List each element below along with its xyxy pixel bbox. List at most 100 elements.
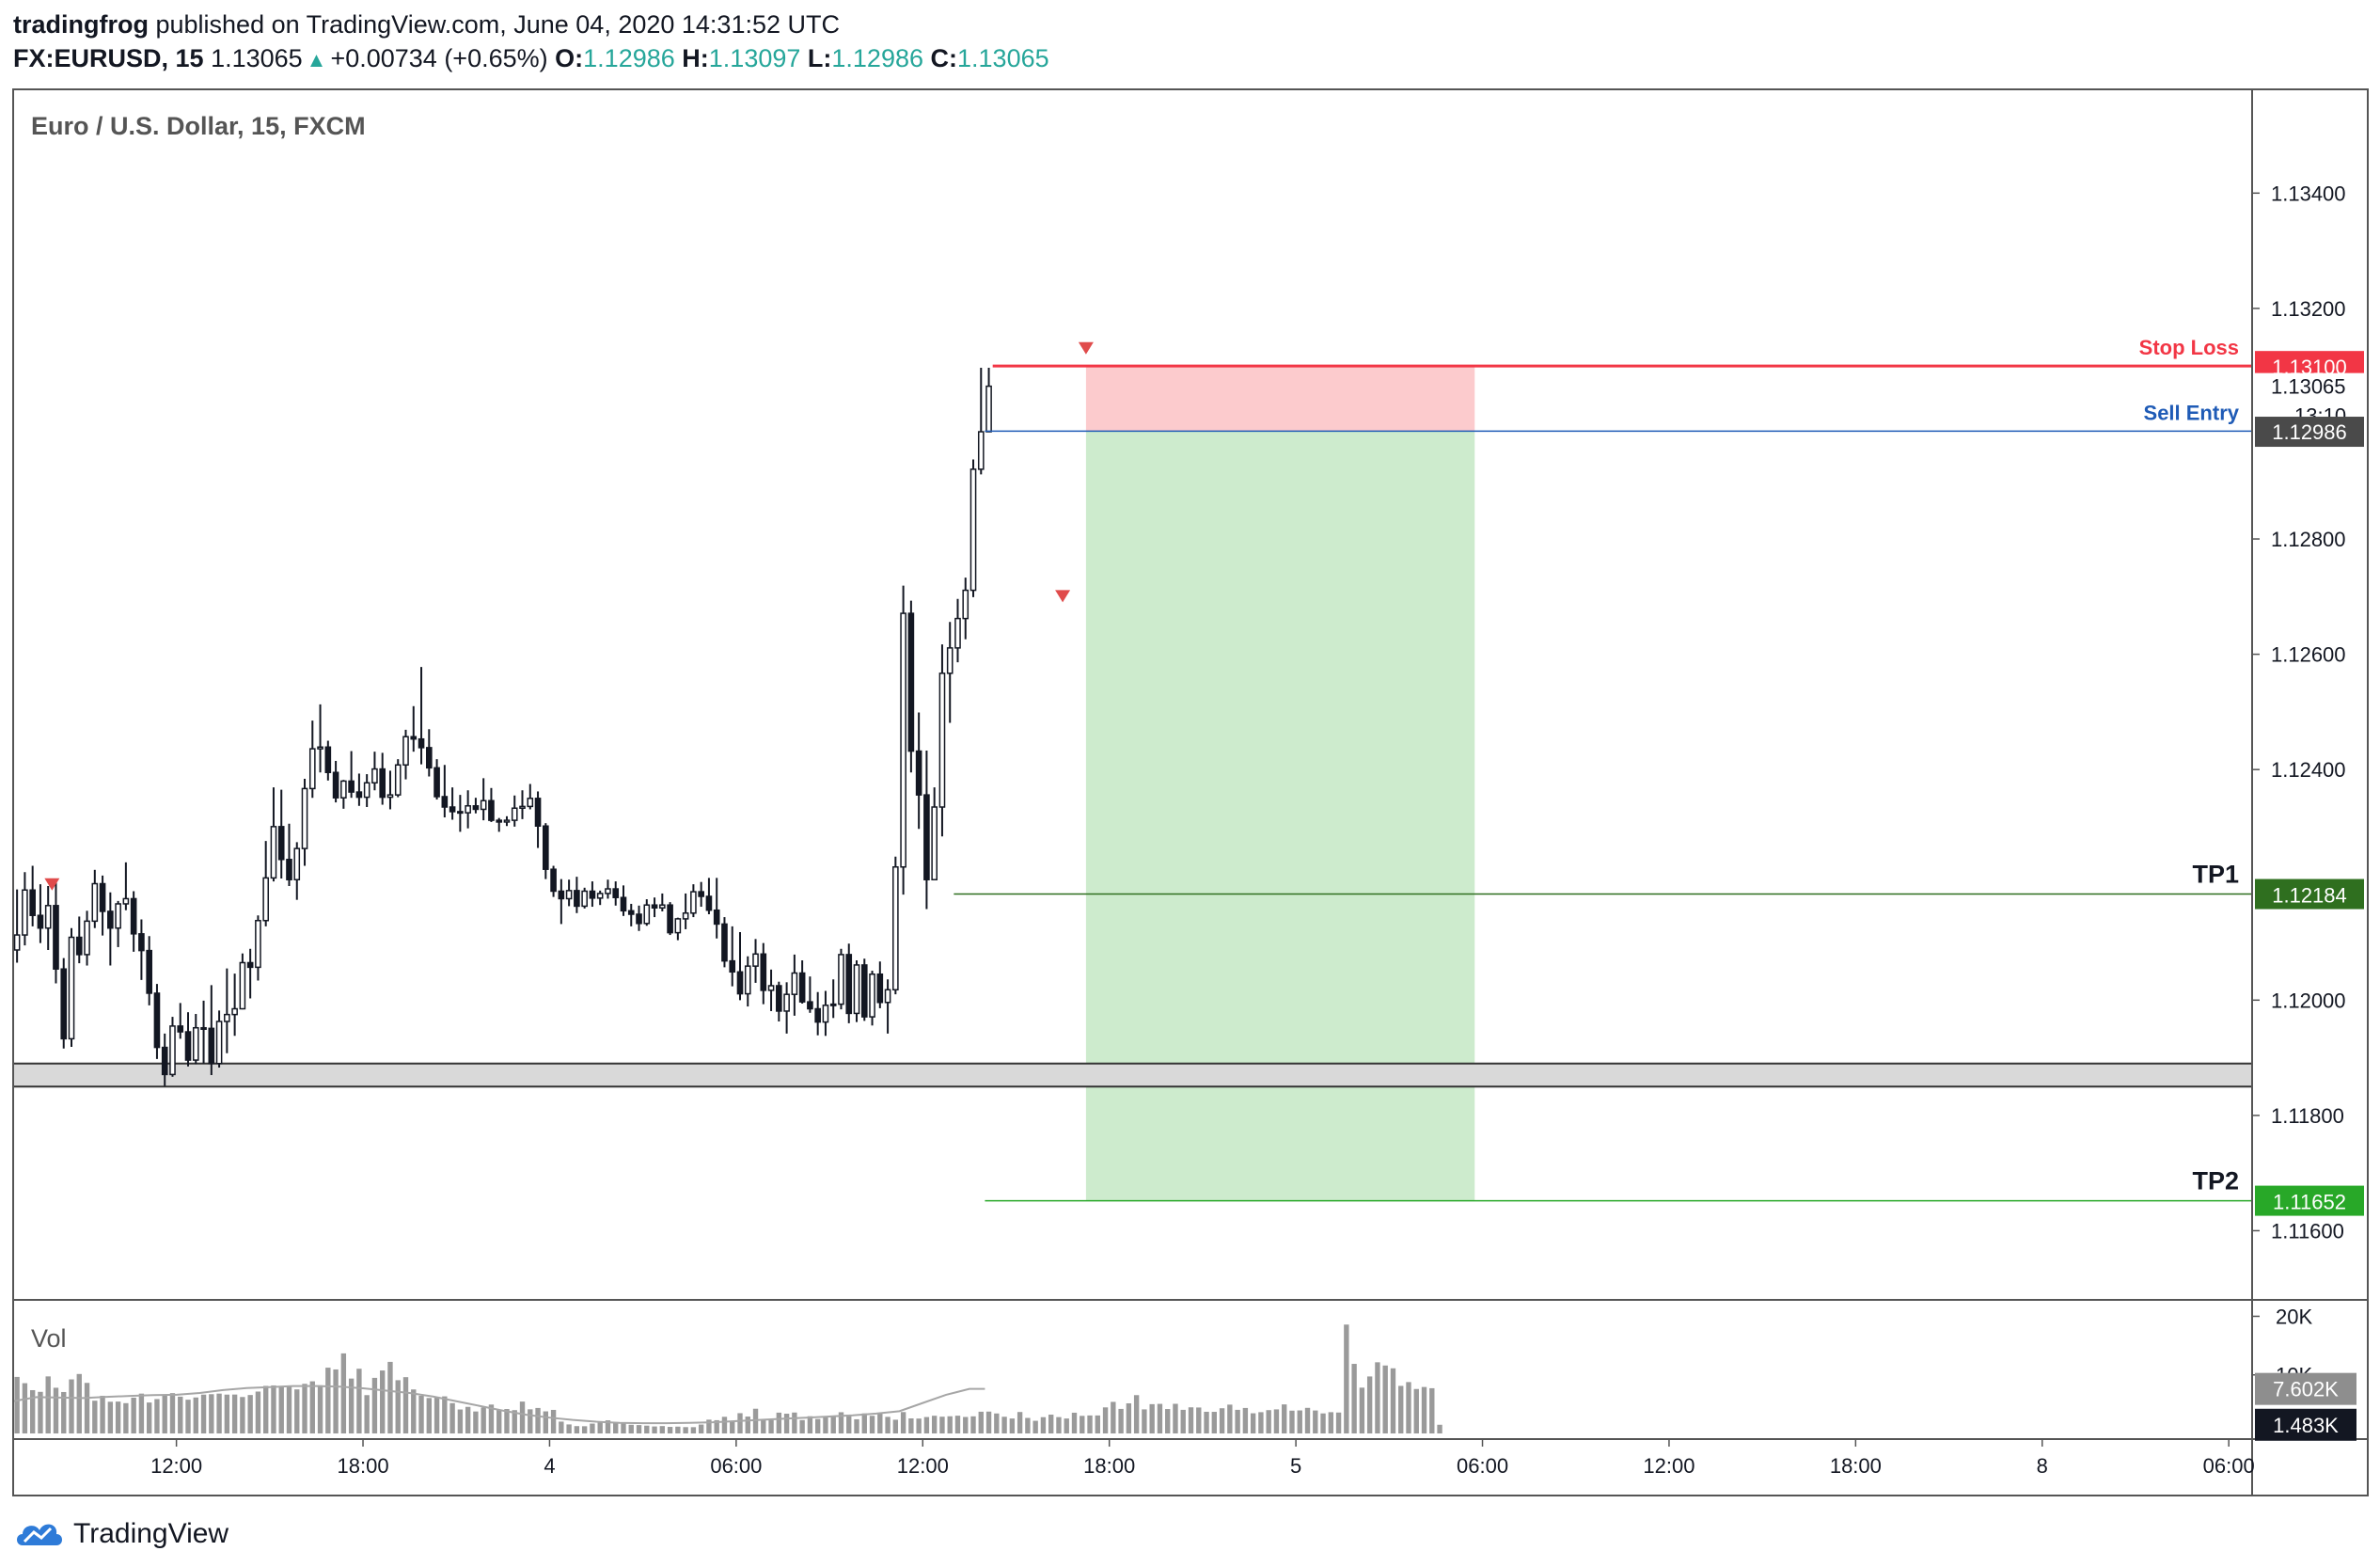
candle-body	[394, 764, 402, 796]
candle-body	[752, 953, 759, 967]
volume-bar	[1180, 1409, 1186, 1433]
candle-body	[68, 936, 75, 1040]
volume-bar	[1149, 1403, 1155, 1433]
last-price: 1.13065	[211, 44, 303, 72]
time-tick-label: 12:00	[897, 1454, 949, 1478]
signal-markers	[44, 341, 1094, 891]
tradingview-logo[interactable]: TradingView	[13, 1512, 229, 1556]
candle-body	[798, 972, 806, 1003]
volume-bar	[138, 1393, 145, 1433]
volume-bar	[107, 1401, 114, 1433]
volume-bar	[1173, 1403, 1178, 1433]
volume-bar	[14, 1376, 20, 1433]
volume-bar	[473, 1411, 479, 1433]
volume-bar	[730, 1420, 735, 1433]
volume-bar	[1297, 1410, 1302, 1433]
candle-body	[246, 961, 254, 969]
volume-bar	[1266, 1410, 1271, 1433]
candle-body	[946, 647, 954, 674]
volume-bar	[776, 1412, 782, 1433]
volume-bar	[528, 1409, 533, 1433]
level-text: TP2	[2192, 1167, 2239, 1195]
candle-body	[44, 905, 52, 929]
candle-body	[301, 787, 308, 849]
volume-bar	[1359, 1387, 1365, 1433]
candle-body	[270, 826, 277, 879]
candle-body	[713, 909, 720, 926]
volume-bar	[535, 1407, 541, 1433]
volume-bar	[823, 1416, 828, 1433]
volume-bar	[402, 1377, 409, 1433]
sell-signal-icon	[44, 878, 60, 891]
candle-body	[363, 782, 370, 799]
low-label: L:	[807, 44, 832, 72]
candle-body	[612, 888, 620, 898]
volume-value-tag	[2255, 1408, 2356, 1441]
volume-bar	[255, 1391, 261, 1433]
volume-bar	[963, 1417, 969, 1433]
candle-body	[574, 890, 580, 908]
candle-body	[791, 972, 798, 995]
volume-bar	[698, 1424, 704, 1433]
candle-body	[348, 780, 355, 793]
candle-body	[402, 736, 409, 767]
volume-bar	[783, 1414, 790, 1433]
symbol-label[interactable]: FX:EURUSD, 15	[13, 44, 204, 72]
time-tick-label: 18:00	[1830, 1454, 1882, 1478]
pane-title: Euro / U.S. Dollar, 15, FXCM	[31, 112, 366, 140]
candle-body	[589, 890, 596, 899]
time-tick-label: 4	[544, 1454, 555, 1478]
volume-bar	[481, 1407, 486, 1433]
volume-bar	[1001, 1417, 1007, 1433]
volume-tick-label: 20K	[2276, 1305, 2312, 1328]
ohlc-line: FX:EURUSD, 15 1.13065 ▲ +0.00734 (+0.65%) …	[13, 41, 2364, 77]
volume-bar	[231, 1394, 238, 1433]
candle-body	[931, 806, 938, 880]
volume-bar	[411, 1389, 417, 1433]
open-value: 1.12986	[583, 44, 675, 72]
candle-body	[465, 805, 471, 814]
volume-bar	[38, 1391, 43, 1433]
volume-bar	[1111, 1401, 1116, 1433]
candle-body	[860, 964, 868, 1018]
price-tick-label: 1.12400	[2271, 758, 2346, 782]
volume-bar	[1289, 1410, 1295, 1433]
volume-bar	[636, 1425, 642, 1433]
volume-bar	[566, 1424, 572, 1433]
low-value: 1.12986	[831, 44, 923, 72]
time-tick-label: 06:00	[2203, 1454, 2255, 1478]
candle-body	[729, 959, 736, 973]
volume-bar	[1390, 1368, 1396, 1433]
volume-bar	[628, 1424, 634, 1433]
volume-bar	[690, 1427, 697, 1433]
candle-body	[674, 918, 682, 934]
volume-value-label: 7.602K	[2273, 1378, 2339, 1401]
volume-bar	[317, 1385, 323, 1433]
candle-body	[527, 798, 534, 808]
chart-header: tradingfrog published on TradingView.com…	[13, 8, 2364, 77]
candle-body	[488, 799, 495, 821]
candle-body	[900, 612, 906, 868]
candle-body	[829, 1003, 837, 1006]
candle-body	[496, 819, 503, 823]
volume-bar	[1273, 1409, 1280, 1433]
volume-bar	[1429, 1387, 1435, 1433]
volume-bar	[792, 1412, 797, 1433]
volume-bar	[1320, 1413, 1326, 1433]
candle-body	[690, 891, 697, 914]
support-zone-rect	[12, 1062, 2253, 1088]
volume-bar	[931, 1416, 938, 1433]
volume-bar	[1258, 1412, 1264, 1433]
volume-bar	[286, 1385, 292, 1433]
candle-body	[84, 920, 90, 956]
candle-body	[91, 882, 99, 923]
volume-bar	[76, 1373, 82, 1433]
candle-body	[161, 1046, 168, 1076]
author-name[interactable]: tradingfrog	[13, 10, 149, 39]
volume-bar	[457, 1409, 464, 1433]
volume-bar	[496, 1410, 502, 1433]
support-zone[interactable]	[12, 1062, 2253, 1088]
volume-bar	[1382, 1365, 1388, 1433]
volume-bar	[29, 1389, 36, 1433]
